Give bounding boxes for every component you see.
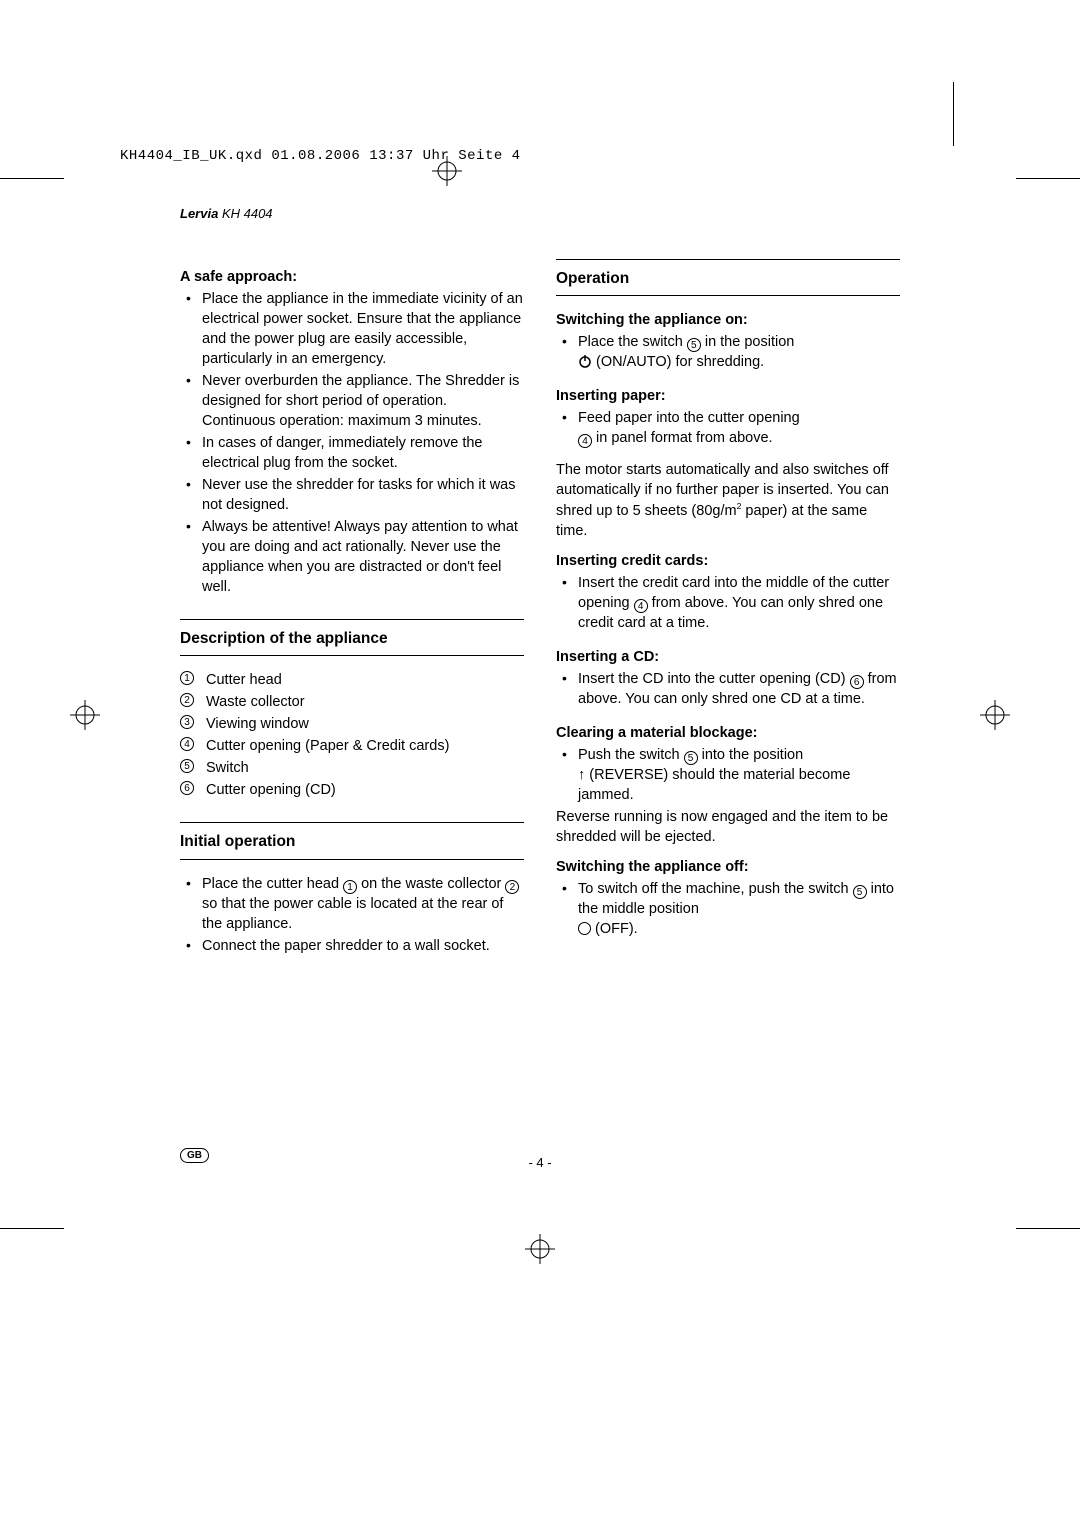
part-ref-icon: 4: [634, 599, 648, 613]
part-label: Cutter opening (CD): [206, 782, 336, 798]
inserting-cd-list: Insert the CD into the cutter opening (C…: [556, 669, 900, 709]
inserting-paper-list: Feed paper into the cutter opening 4 in …: [556, 408, 900, 448]
list-item: Insert the credit card into the middle o…: [556, 573, 900, 633]
text: (ON/AUTO) for shredding.: [592, 354, 764, 370]
text: Insert the CD into the cutter opening (C…: [578, 671, 850, 687]
switching-off-list: To switch off the machine, push the swit…: [556, 879, 900, 939]
part-label: Cutter opening (Paper & Credit cards): [206, 738, 449, 754]
list-item: Insert the CD into the cutter opening (C…: [556, 669, 900, 709]
list-item: 6 Cutter opening (CD): [180, 780, 524, 800]
text: Push the switch: [578, 747, 684, 763]
list-item: Connect the paper shredder to a wall soc…: [180, 936, 524, 956]
inserting-cc-list: Insert the credit card into the middle o…: [556, 573, 900, 633]
right-column: Operation Switching the appliance on: Pl…: [556, 259, 900, 958]
part-number-icon: 5: [180, 759, 194, 773]
switching-on-list: Place the switch 5 in the position (ON/A…: [556, 332, 900, 372]
page-number: - 4 -: [0, 1155, 1080, 1170]
operation-heading: Operation: [556, 259, 900, 296]
list-item: Place the cutter head 1 on the waste col…: [180, 874, 524, 934]
text: (OFF).: [591, 921, 638, 937]
list-item: Place the switch 5 in the position (ON/A…: [556, 332, 900, 372]
inserting-paper-heading: Inserting paper:: [556, 386, 900, 406]
text: in panel format from above.: [592, 430, 773, 446]
part-ref-icon: 6: [850, 675, 864, 689]
registration-mark-icon: [980, 700, 1010, 730]
part-ref-icon: 5: [687, 338, 701, 352]
list-item: Feed paper into the cutter opening 4 in …: [556, 408, 900, 448]
list-item: 5 Switch: [180, 758, 524, 778]
text: Place the cutter head: [202, 876, 343, 892]
page-content: Lervia KH 4404 A safe approach: Place th…: [180, 206, 900, 958]
text: (REVERSE) should the material become jam…: [578, 767, 850, 803]
text: Place the switch: [578, 334, 687, 350]
trim-line: [1016, 178, 1080, 179]
switching-off-heading: Switching the appliance off:: [556, 857, 900, 877]
text: into the position: [698, 747, 804, 763]
off-icon: [578, 922, 591, 935]
list-item: 1 Cutter head: [180, 670, 524, 690]
list-item: In cases of danger, immediately remove t…: [180, 433, 524, 473]
list-item: 4 Cutter opening (Paper & Credit cards): [180, 736, 524, 756]
part-ref-icon: 5: [684, 751, 698, 765]
part-number-icon: 6: [180, 781, 194, 795]
part-ref-icon: 2: [505, 880, 519, 894]
list-item: 2 Waste collector: [180, 692, 524, 712]
list-item: Place the appliance in the immediate vic…: [180, 289, 524, 369]
part-number-icon: 4: [180, 737, 194, 751]
left-column: A safe approach: Place the appliance in …: [180, 259, 524, 958]
trim-line: [1016, 1228, 1080, 1229]
power-icon: [578, 354, 592, 368]
motor-paragraph: The motor starts automatically and also …: [556, 460, 900, 541]
text: in the position: [701, 334, 795, 350]
text: Feed paper into the cutter opening: [578, 410, 800, 426]
trim-line: [953, 82, 954, 146]
model-number: KH 4404: [222, 206, 273, 221]
part-label: Switch: [206, 760, 249, 776]
part-label: Viewing window: [206, 716, 309, 732]
clearing-blockage-heading: Clearing a material blockage:: [556, 723, 900, 743]
initial-operation-list: Place the cutter head 1 on the waste col…: [180, 874, 524, 956]
description-heading: Description of the appliance: [180, 619, 524, 656]
list-item: Push the switch 5 into the position ↑ (R…: [556, 745, 900, 805]
part-label: Cutter head: [206, 672, 282, 688]
initial-operation-heading: Initial operation: [180, 822, 524, 859]
reverse-paragraph: Reverse running is now engaged and the i…: [556, 807, 900, 847]
list-item: 3 Viewing window: [180, 714, 524, 734]
part-ref-icon: 5: [853, 885, 867, 899]
clearing-blockage-list: Push the switch 5 into the position ↑ (R…: [556, 745, 900, 805]
brand-name: Lervia: [180, 206, 218, 221]
part-number-icon: 1: [180, 671, 194, 685]
safe-approach-list: Place the appliance in the immediate vic…: [180, 289, 524, 597]
registration-mark-icon: [525, 1234, 555, 1264]
text: To switch off the machine, push the swit…: [578, 881, 853, 897]
part-ref-icon: 1: [343, 880, 357, 894]
trim-line: [0, 1228, 64, 1229]
safe-approach-heading: A safe approach:: [180, 267, 524, 287]
registration-mark-icon: [70, 700, 100, 730]
list-item: Never use the shredder for tasks for whi…: [180, 475, 524, 515]
inserting-cd-heading: Inserting a CD:: [556, 647, 900, 667]
part-number-icon: 2: [180, 693, 194, 707]
list-item: Always be attentive! Always pay attentio…: [180, 517, 524, 597]
inserting-cc-heading: Inserting credit cards:: [556, 551, 900, 571]
list-item: To switch off the machine, push the swit…: [556, 879, 900, 939]
text: so that the power cable is located at th…: [202, 896, 503, 932]
text: on the waste collector: [357, 876, 505, 892]
running-head: Lervia KH 4404: [180, 206, 900, 221]
part-label: Waste collector: [206, 694, 305, 710]
parts-list: 1 Cutter head 2 Waste collector 3 Viewing w…: [180, 670, 524, 800]
part-ref-icon: 4: [578, 434, 592, 448]
part-number-icon: 3: [180, 715, 194, 729]
trim-line: [0, 178, 64, 179]
print-job-header: KH4404_IB_UK.qxd 01.08.2006 13:37 Uhr Se…: [120, 148, 521, 164]
list-item: Never overburden the appliance. The Shre…: [180, 371, 524, 431]
switching-on-heading: Switching the appliance on:: [556, 310, 900, 330]
